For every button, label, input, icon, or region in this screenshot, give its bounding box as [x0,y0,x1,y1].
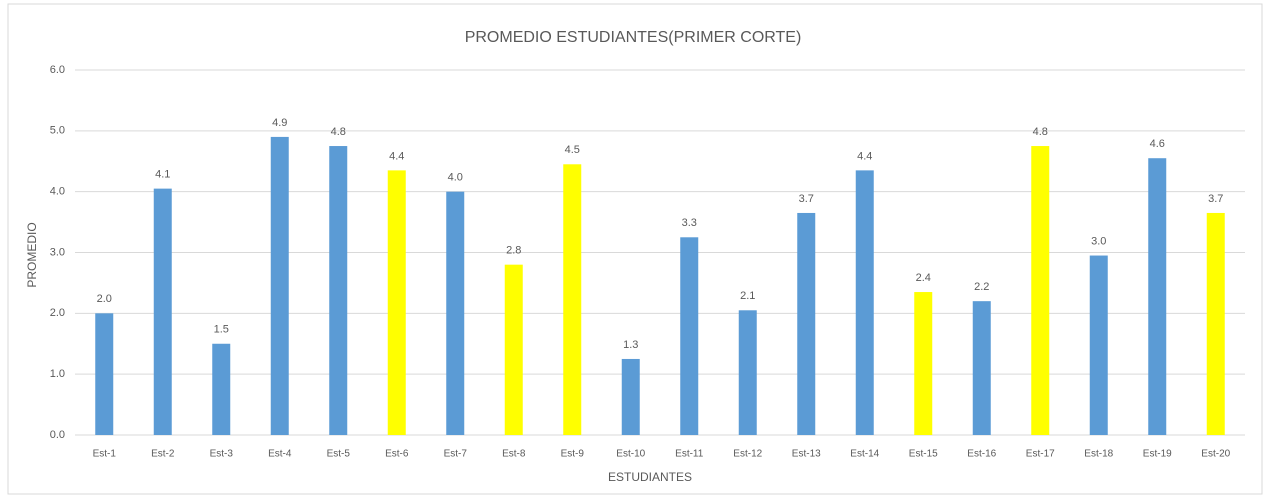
x-tick-label: Est-12 [733,449,762,460]
bar [329,146,348,435]
y-tick-label: 6.0 [50,64,65,76]
chart-title: PROMEDIO ESTUDIANTES(PRIMER CORTE) [465,29,802,46]
x-tick-label: Est-10 [616,449,645,460]
data-label: 1.3 [623,339,638,351]
bar [387,170,406,435]
data-label: 2.4 [916,272,931,284]
bar [563,164,582,435]
bar [1148,158,1167,436]
y-tick-label: 2.0 [50,307,65,319]
x-tick-label: Est-3 [210,449,234,460]
bar [504,264,523,435]
y-tick-label: 5.0 [50,125,65,137]
data-label: 3.0 [1091,235,1106,247]
data-label: 4.4 [389,150,404,162]
y-tick-label: 0.0 [50,429,65,441]
bar [270,136,289,435]
x-tick-label: Est-2 [151,449,175,460]
bar [855,170,874,435]
bar [153,188,172,435]
data-label: 4.1 [155,169,170,181]
data-label: 2.2 [974,281,989,293]
bar [95,313,114,435]
x-tick-label: Est-9 [561,449,585,460]
bar [621,358,640,435]
y-tick-label: 1.0 [50,368,65,380]
x-tick-label: Est-1 [93,449,117,460]
bar [797,212,816,435]
y-tick-label: 4.0 [50,186,65,198]
data-label: 4.8 [1033,126,1048,138]
x-axis-label: ESTUDIANTES [608,470,692,484]
bar [680,237,699,435]
x-tick-label: Est-11 [675,449,704,460]
data-label: 3.7 [799,193,814,205]
x-tick-label: Est-17 [1026,449,1055,460]
data-label: 4.6 [1150,138,1165,150]
bar [972,301,991,435]
data-label: 4.4 [857,150,872,162]
x-tick-label: Est-15 [909,449,938,460]
y-axis-label: PROMEDIO [25,222,39,287]
data-label: 3.7 [1208,193,1223,205]
data-label: 2.0 [97,293,112,305]
bar [914,292,933,435]
data-label: 2.8 [506,245,521,257]
y-tick-label: 3.0 [50,246,65,258]
data-label: 1.5 [214,324,229,336]
x-tick-label: Est-14 [850,449,879,460]
bar [1089,255,1108,435]
x-tick-label: Est-7 [444,449,468,460]
x-tick-label: Est-19 [1143,449,1172,460]
data-label: 4.0 [448,172,463,184]
data-label: 4.9 [272,117,287,129]
x-tick-label: Est-8 [502,449,526,460]
x-tick-label: Est-18 [1084,449,1113,460]
bar [212,343,231,435]
x-tick-label: Est-5 [327,449,351,460]
bar [738,310,757,435]
x-tick-label: Est-6 [385,449,409,460]
data-label: 3.3 [682,217,697,229]
data-label: 2.1 [740,290,755,302]
x-tick-label: Est-13 [792,449,821,460]
x-tick-label: Est-16 [967,449,996,460]
x-tick-label: Est-4 [268,449,292,460]
bar [446,191,465,435]
data-label: 4.5 [565,144,580,156]
data-label: 4.8 [331,126,346,138]
x-tick-label: Est-20 [1201,449,1230,460]
bar [1206,212,1225,435]
bar [1031,146,1050,435]
